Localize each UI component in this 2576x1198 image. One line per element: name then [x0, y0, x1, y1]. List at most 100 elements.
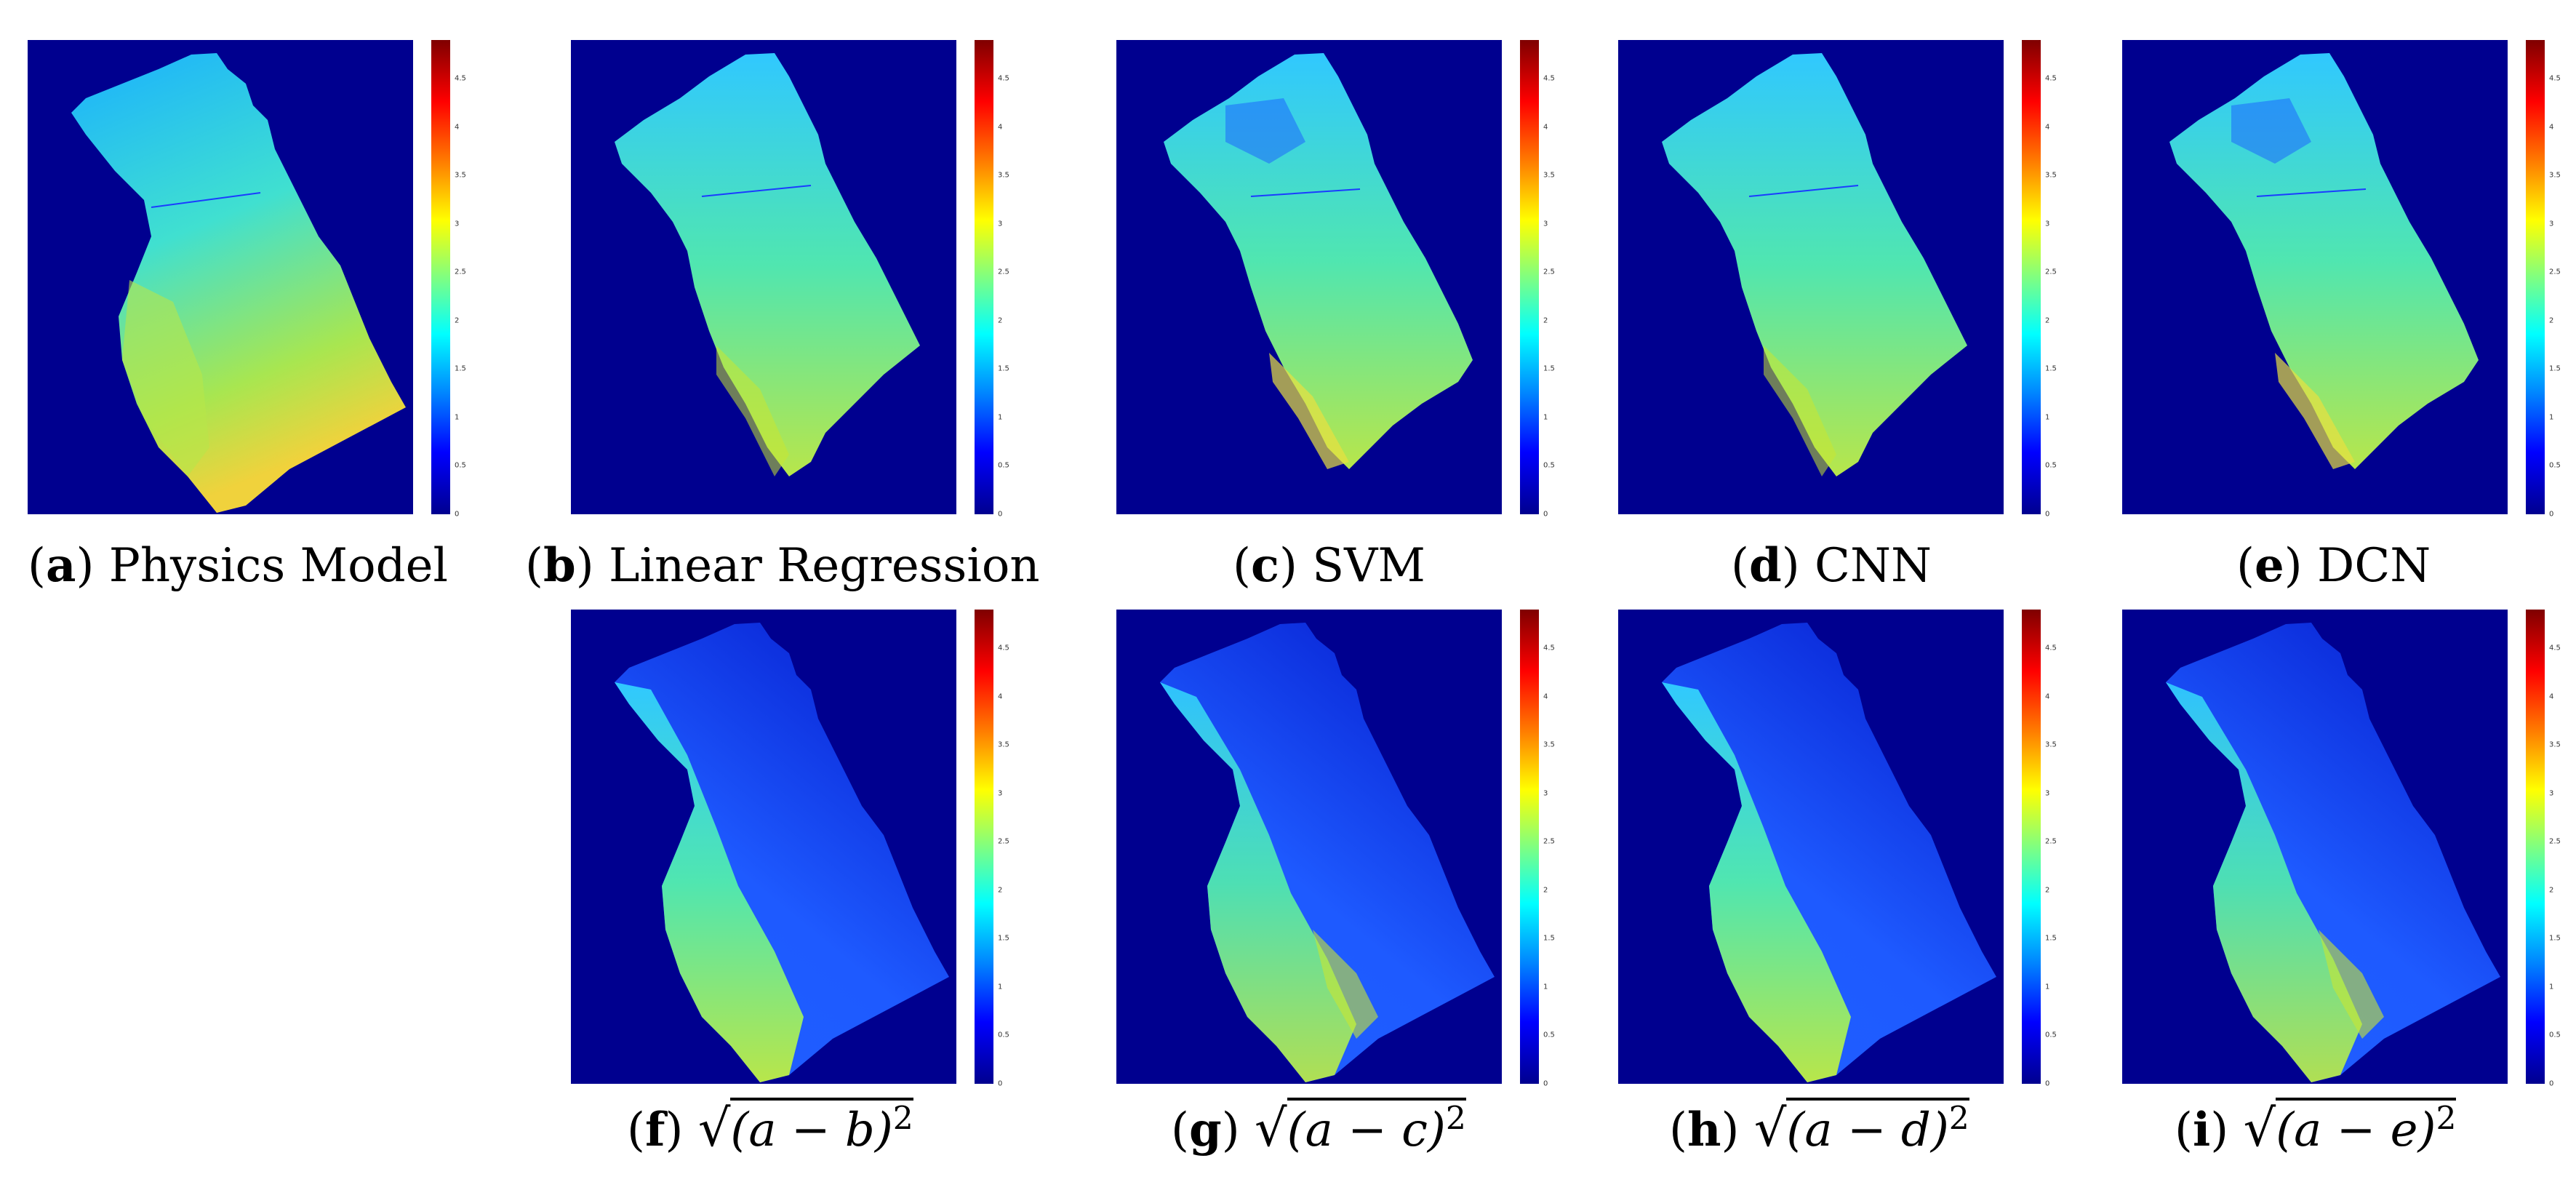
colorbar: 4.5 4 3.5 3 2.5 2 1.5 1 0.5 0	[1520, 40, 1555, 519]
colorbar-tick: 1	[2549, 983, 2554, 991]
colorbar-tick: 3	[455, 220, 460, 228]
caption-i: (i) √(a − e)2	[2175, 1098, 2457, 1158]
colorbar-tick: 1	[455, 413, 460, 422]
colorbar-tick: 0.5	[1543, 1031, 1555, 1039]
colorbar-tick: 4.5	[2549, 644, 2561, 652]
map-diff-a-b	[571, 610, 956, 1084]
colorbar-tick: 3	[1543, 220, 1548, 228]
colorbar-tick: 1.5	[998, 934, 1009, 943]
map-svm	[1116, 40, 1502, 514]
colorbar-tick: 0.5	[998, 461, 1009, 470]
colorbar-tick: 4	[2549, 123, 2554, 132]
colorbar-tick: 1	[2045, 413, 2050, 422]
colorbar-tick: 4.5	[1543, 644, 1555, 652]
colorbar-tick: 2.5	[2549, 837, 2561, 846]
colorbar-tick: 3	[1543, 789, 1548, 798]
caption-c: (c) SVM	[1233, 538, 1425, 593]
colorbar-tick: 4.5	[998, 644, 1009, 652]
map-linear-regression	[571, 40, 956, 514]
colorbar-tick: 0.5	[455, 461, 466, 470]
colorbar-tick: 0.5	[2045, 461, 2057, 470]
colorbar-tick: 4	[1543, 692, 1548, 701]
colorbar-tick: 2	[1543, 886, 1548, 895]
panel-i: 4.5 4 3.5 3 2.5 2 1.5 1 0.5 0	[2122, 610, 2566, 1104]
colorbar-tick: 2.5	[1543, 268, 1555, 276]
colorbar-tick: 4	[2045, 692, 2050, 701]
colorbar-tick: 4.5	[455, 74, 466, 83]
caption-b: (b) Linear Regression	[525, 538, 1040, 593]
colorbar-tick: 2	[2045, 316, 2050, 325]
colorbar-tick: 1.5	[1543, 364, 1555, 373]
colorbar-tick: 2.5	[998, 837, 1009, 846]
colorbar-tick: 0.5	[2549, 461, 2561, 470]
colorbar-tick: 2	[1543, 316, 1548, 325]
colorbar-tick: 4.5	[2045, 74, 2057, 83]
colorbar-tick: 2.5	[1543, 837, 1555, 846]
colorbar-tick: 4.5	[1543, 74, 1555, 83]
colorbar-tick: 0	[1543, 1079, 1548, 1088]
caption-e: (e) DCN	[2236, 538, 2431, 593]
colorbar-tick: 3	[998, 220, 1003, 228]
panel-g: 4.5 4 3.5 3 2.5 2 1.5 1 0.5 0	[1116, 610, 1560, 1104]
caption-a: (a) Physics Model	[28, 538, 448, 593]
colorbar-tick: 1.5	[998, 364, 1009, 373]
colorbar-tick: 1	[998, 983, 1003, 991]
colorbar-tick: 2.5	[2549, 268, 2561, 276]
colorbar: 4.5 4 3.5 3 2.5 2 1.5 1 0.5 0	[2526, 40, 2561, 519]
panel-a: 4.5 4 3.5 3 2.5 2 1.5 1 0.5 0	[28, 40, 471, 535]
colorbar-tick: 0	[998, 510, 1003, 519]
caption-g: (g) √(a − c)2	[1171, 1098, 1466, 1158]
colorbar-tick: 0	[2045, 1079, 2050, 1088]
colorbar-tick: 1.5	[2045, 934, 2057, 943]
colorbar-tick: 3.5	[1543, 171, 1555, 180]
colorbar-tick: 4.5	[998, 74, 1009, 83]
colorbar-tick: 0.5	[2549, 1031, 2561, 1039]
colorbar-tick: 0	[2549, 510, 2554, 519]
colorbar-tick: 2	[2549, 886, 2554, 895]
colorbar-tick: 1	[1543, 983, 1548, 991]
colorbar-tick: 1.5	[2045, 364, 2057, 373]
panel-h: 4.5 4 3.5 3 2.5 2 1.5 1 0.5 0	[1618, 610, 2062, 1104]
map-cnn	[1618, 40, 2004, 514]
colorbar: 4.5 4 3.5 3 2.5 2 1.5 1 0.5 0	[2526, 610, 2561, 1088]
colorbar-tick: 2.5	[2045, 268, 2057, 276]
colorbar-tick: 1.5	[455, 364, 466, 373]
colorbar-tick: 4.5	[2549, 74, 2561, 83]
map-diff-a-e	[2122, 610, 2508, 1084]
map-physics-model	[28, 40, 413, 514]
colorbar-tick: 2	[455, 316, 460, 325]
colorbar-tick: 0	[2045, 510, 2050, 519]
colorbar-tick: 1.5	[1543, 934, 1555, 943]
colorbar: 4.5 4 3.5 3 2.5 2 1.5 1 0.5 0	[975, 610, 1009, 1088]
colorbar-tick: 3.5	[2045, 740, 2057, 749]
panel-e: 4.5 4 3.5 3 2.5 2 1.5 1 0.5 0	[2122, 40, 2566, 535]
colorbar-tick: 3	[2549, 789, 2554, 798]
colorbar-tick: 3	[998, 789, 1003, 798]
colorbar: 4.5 4 3.5 3 2.5 2 1.5 1 0.5 0	[431, 40, 466, 519]
map-diff-a-d	[1618, 610, 2004, 1084]
colorbar: 4.5 4 3.5 3 2.5 2 1.5 1 0.5 0	[975, 40, 1009, 519]
colorbar-tick: 3.5	[998, 740, 1009, 749]
colorbar-tick: 4.5	[2045, 644, 2057, 652]
colorbar-tick: 4	[2549, 692, 2554, 701]
panel-b: 4.5 4 3.5 3 2.5 2 1.5 1 0.5 0	[571, 40, 1015, 535]
colorbar-tick: 3.5	[2549, 740, 2561, 749]
colorbar-tick: 4	[2045, 123, 2050, 132]
caption-h: (h) √(a − d)2	[1669, 1098, 1969, 1158]
colorbar-tick: 3.5	[998, 171, 1009, 180]
colorbar-tick: 0	[998, 1079, 1003, 1088]
caption-d: (d) CNN	[1731, 538, 1932, 593]
colorbar-tick: 0.5	[1543, 461, 1555, 470]
map-dcn	[2122, 40, 2508, 514]
colorbar-tick: 2	[998, 886, 1003, 895]
colorbar-tick: 1.5	[2549, 364, 2561, 373]
colorbar-tick: 3.5	[2549, 171, 2561, 180]
colorbar-tick: 1.5	[2549, 934, 2561, 943]
colorbar-tick: 3.5	[1543, 740, 1555, 749]
colorbar-tick: 0.5	[998, 1031, 1009, 1039]
colorbar-tick: 3	[2549, 220, 2554, 228]
colorbar-tick: 4	[1543, 123, 1548, 132]
colorbar-tick: 0	[455, 510, 460, 519]
colorbar-tick: 0	[1543, 510, 1548, 519]
colorbar: 4.5 4 3.5 3 2.5 2 1.5 1 0.5 0	[2022, 40, 2057, 519]
